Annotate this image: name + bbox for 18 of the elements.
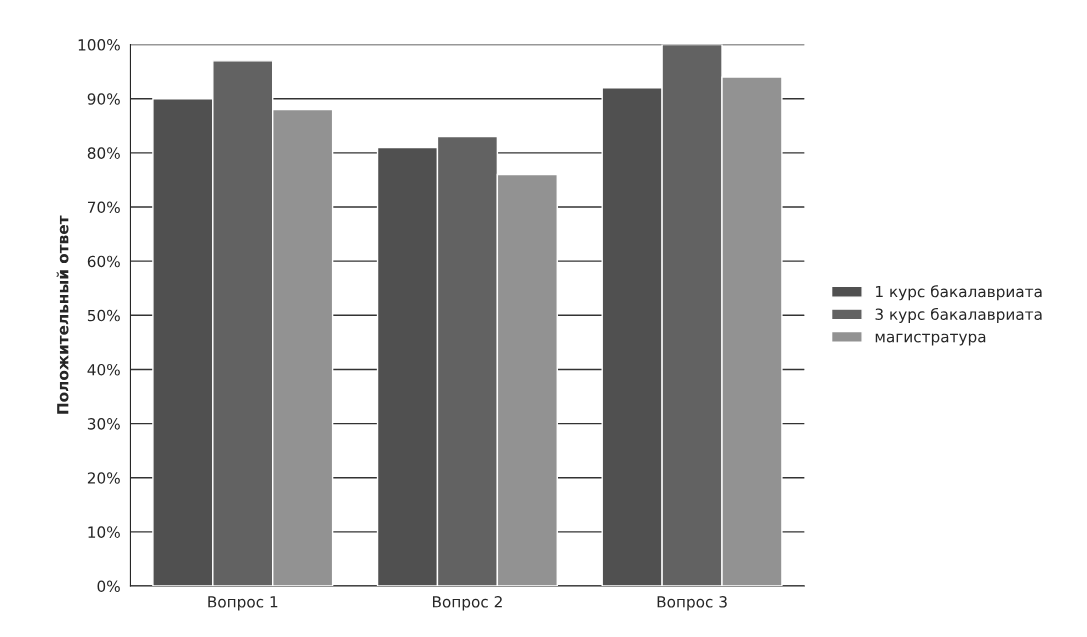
y-tick-label: 100% — [78, 39, 120, 51]
x-tick-label: Вопрос 3 — [657, 596, 727, 611]
y-tick-label: 40% — [87, 363, 120, 376]
y-axis-title: Положительный ответ — [56, 215, 69, 414]
y-tick-label: 70% — [88, 201, 120, 214]
x-tick-label: Вопрос 1 — [208, 596, 278, 611]
legend-label: магистратура — [875, 333, 986, 346]
legend-label: 3 курс бакалавриата — [875, 307, 1042, 323]
y-tick-label: 90% — [87, 93, 120, 105]
y-tick-label: 10% — [88, 526, 120, 538]
y-tick-label: 0% — [97, 580, 120, 593]
y-tick-label: 60% — [87, 255, 120, 268]
y-tick-label: 20% — [87, 472, 120, 484]
y-tick-label: 30% — [87, 418, 120, 430]
x-tick-label: Вопрос 2 — [432, 596, 502, 611]
legend-label: 1 курс бакалавриата — [876, 285, 1042, 301]
y-tick-label: 50% — [87, 309, 120, 322]
y-tick-label: 80% — [87, 147, 120, 159]
